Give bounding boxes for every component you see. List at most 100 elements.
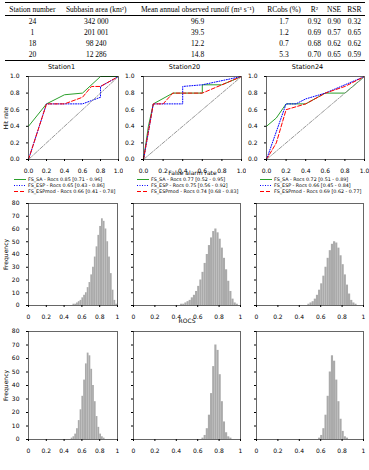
svg-text:0: 0	[16, 435, 20, 442]
svg-text:1: 1	[362, 447, 366, 454]
svg-text:0.4: 0.4	[295, 447, 305, 454]
svg-text:0.8: 0.8	[337, 447, 347, 454]
svg-text:False alarm rate: False alarm rate	[168, 169, 217, 176]
svg-text:Frequency: Frequency	[2, 370, 10, 401]
svg-text:0.0: 0.0	[248, 155, 258, 162]
svg-text:0.8: 0.8	[10, 89, 20, 96]
svg-text:50: 50	[12, 368, 20, 375]
svg-text:30: 30	[12, 263, 20, 270]
svg-text:0.6: 0.6	[77, 447, 87, 454]
svg-text:0.6: 0.6	[10, 106, 20, 113]
svg-text:1.0: 1.0	[237, 167, 247, 174]
svg-text:0.0: 0.0	[139, 167, 149, 174]
svg-text:0.8: 0.8	[95, 313, 105, 320]
svg-text:0.6: 0.6	[125, 106, 135, 113]
svg-text:40: 40	[12, 250, 20, 257]
svg-text:40: 40	[12, 381, 20, 388]
svg-text:0: 0	[132, 313, 136, 320]
svg-text:0.6: 0.6	[248, 106, 258, 113]
svg-text:0.4: 0.4	[248, 122, 258, 129]
svg-text:10: 10	[12, 289, 20, 296]
svg-text:0: 0	[255, 313, 259, 320]
svg-text:0.8: 0.8	[217, 167, 227, 174]
svg-text:70: 70	[12, 212, 20, 219]
svg-text:0.2: 0.2	[248, 139, 258, 146]
html-text:NSE: NSE	[327, 4, 342, 14]
svg-text:0.2: 0.2	[10, 139, 20, 146]
svg-text:1.0: 1.0	[248, 72, 258, 79]
svg-text:0.4: 0.4	[60, 167, 70, 174]
svg-text:0.2: 0.2	[273, 447, 283, 454]
svg-text:1.0: 1.0	[10, 72, 20, 79]
svg-text:1.0: 1.0	[125, 72, 135, 79]
svg-text:1: 1	[239, 313, 243, 320]
svg-text:0.8: 0.8	[337, 313, 347, 320]
svg-text:0.8: 0.8	[248, 89, 258, 96]
svg-text:0.4: 0.4	[125, 122, 135, 129]
html-text:24: 24	[28, 17, 37, 26]
svg-text:0.6: 0.6	[321, 167, 331, 174]
svg-text:70: 70	[12, 341, 20, 348]
svg-text:0.2: 0.2	[42, 447, 52, 454]
svg-text:0.8: 0.8	[214, 447, 224, 454]
svg-text:0.8: 0.8	[340, 167, 350, 174]
svg-text:0.2: 0.2	[125, 139, 135, 146]
svg-text:20: 20	[12, 408, 20, 415]
svg-text:0.2: 0.2	[150, 447, 160, 454]
svg-text:0.2: 0.2	[281, 167, 291, 174]
svg-text:0.6: 0.6	[193, 447, 203, 454]
html-text:RCobs (%): RCobs (%)	[267, 4, 301, 14]
svg-text:0.2: 0.2	[42, 313, 52, 320]
html-text:Station number: Station number	[9, 4, 56, 14]
svg-text:0.2: 0.2	[273, 313, 283, 320]
svg-text:0.0: 0.0	[262, 167, 272, 174]
svg-text:30: 30	[12, 395, 20, 402]
svg-text:60: 60	[12, 225, 20, 232]
svg-text:0.0: 0.0	[125, 155, 135, 162]
svg-text:1.0: 1.0	[114, 167, 124, 174]
svg-text:10: 10	[12, 422, 20, 429]
svg-text:0.6: 0.6	[316, 313, 326, 320]
html-text:342 000: 342 000	[84, 17, 109, 26]
svg-text:50: 50	[12, 238, 20, 245]
svg-text:Hit rate: Hit rate	[2, 106, 9, 129]
svg-text:0.6: 0.6	[77, 313, 87, 320]
svg-text:0.4: 0.4	[10, 122, 20, 129]
svg-text:0.8: 0.8	[96, 167, 106, 174]
svg-text:1: 1	[116, 447, 120, 454]
svg-text:1: 1	[362, 313, 366, 320]
svg-text:0: 0	[16, 301, 20, 308]
svg-text:0: 0	[27, 313, 31, 320]
svg-text:Frequency: Frequency	[2, 239, 10, 270]
svg-text:1: 1	[116, 313, 120, 320]
svg-text:1: 1	[239, 447, 243, 454]
svg-text:0: 0	[255, 447, 259, 454]
svg-text:0.0: 0.0	[10, 155, 20, 162]
svg-text:0: 0	[27, 447, 31, 454]
svg-text:0.6: 0.6	[78, 167, 88, 174]
svg-text:0.4: 0.4	[301, 167, 311, 174]
svg-text:0.8: 0.8	[95, 447, 105, 454]
svg-text:0.4: 0.4	[295, 313, 305, 320]
svg-text:20: 20	[12, 276, 20, 283]
svg-text:0.6: 0.6	[316, 447, 326, 454]
svg-text:0.4: 0.4	[59, 447, 69, 454]
svg-text:80: 80	[12, 199, 20, 206]
svg-text:60: 60	[12, 354, 20, 361]
html-text:Subbasin area (km²): Subbasin area (km²)	[66, 4, 127, 14]
svg-text:ROCS: ROCS	[179, 317, 196, 324]
svg-text:0.2: 0.2	[158, 167, 168, 174]
html-text:Mean annual observed runoff (m: Mean annual observed runoff (m³ s⁻¹)	[140, 5, 255, 14]
svg-text:0.2: 0.2	[42, 167, 52, 174]
svg-text:0.8: 0.8	[214, 313, 224, 320]
svg-text:0: 0	[132, 447, 136, 454]
html-text:96.9: 96.9	[191, 17, 205, 26]
svg-text:0.0: 0.0	[24, 167, 34, 174]
svg-text:1.0: 1.0	[360, 167, 369, 174]
svg-text:0.4: 0.4	[172, 447, 182, 454]
svg-text:80: 80	[12, 327, 20, 334]
svg-text:0.8: 0.8	[125, 89, 135, 96]
svg-text:0.2: 0.2	[150, 313, 160, 320]
html-text:RSR: RSR	[347, 4, 362, 14]
svg-text:0.4: 0.4	[59, 313, 69, 320]
